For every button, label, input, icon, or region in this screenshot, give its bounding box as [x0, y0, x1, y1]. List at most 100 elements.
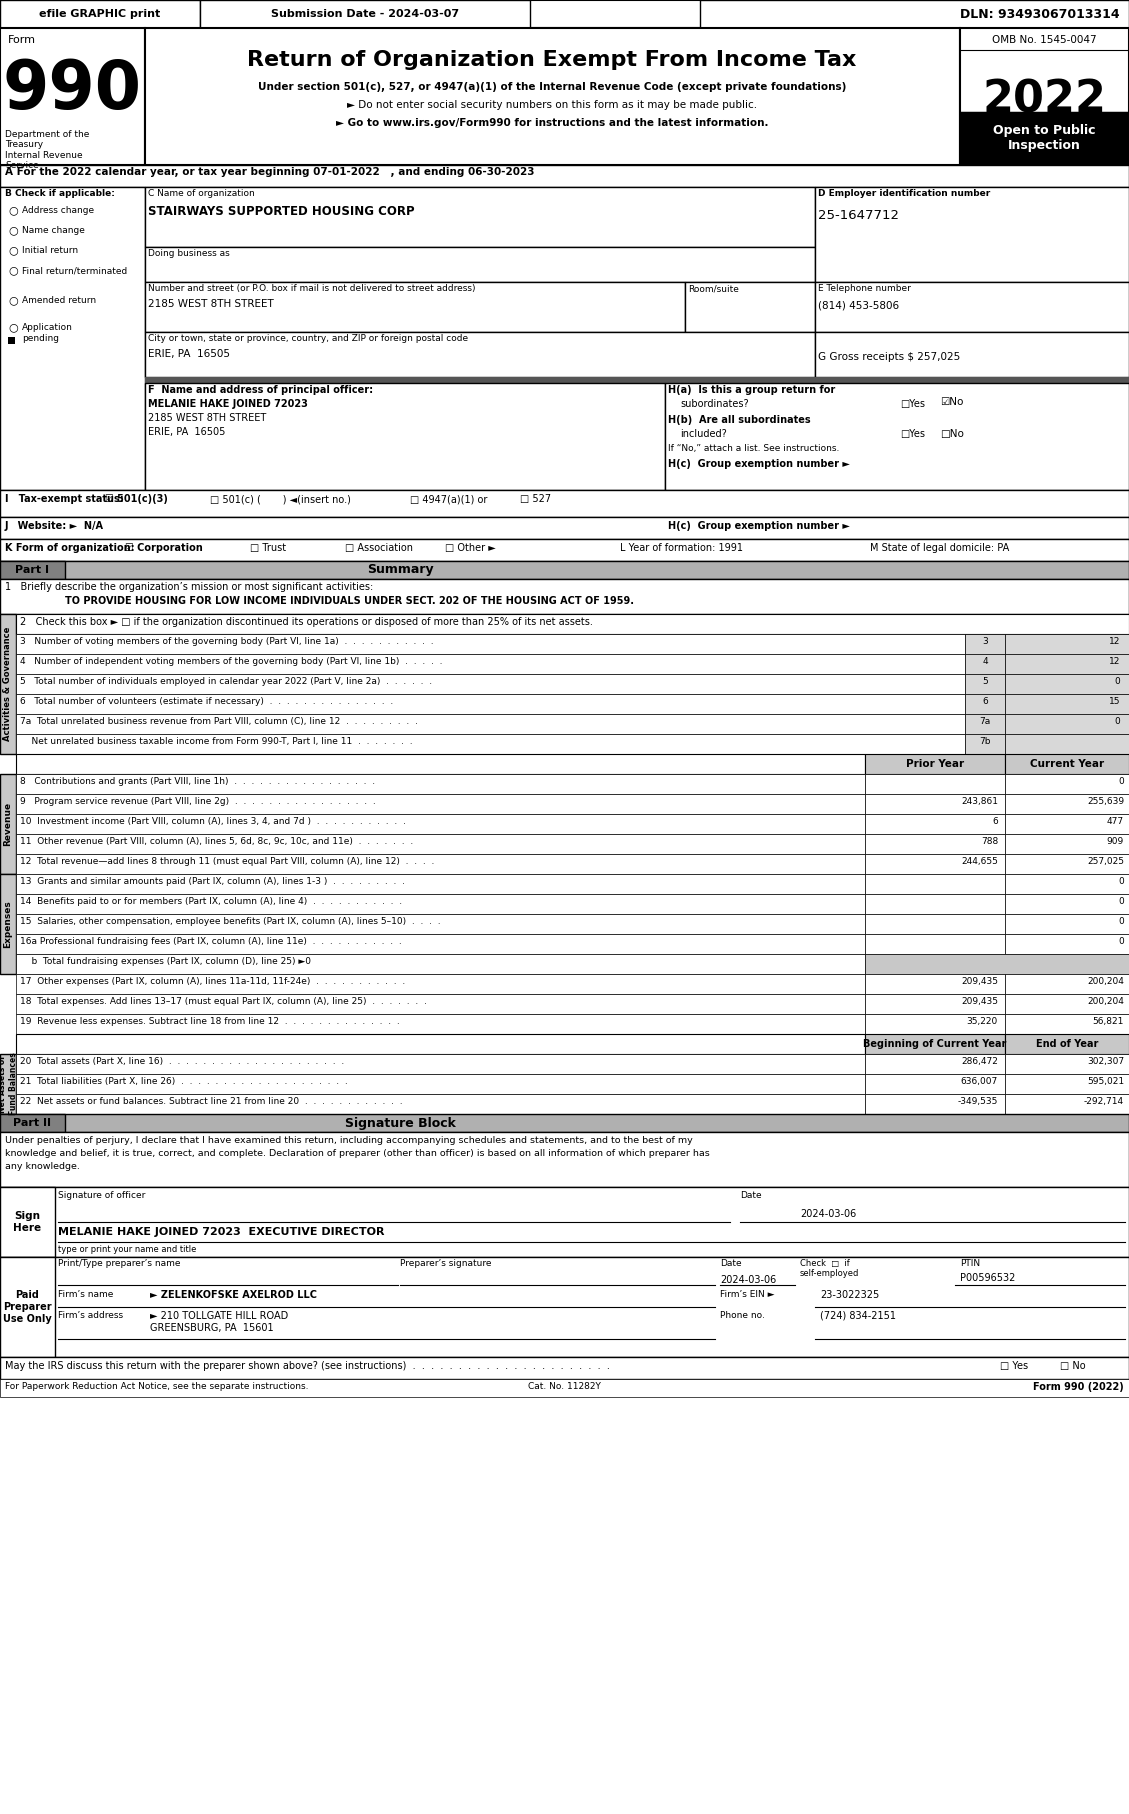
Text: ○: ○	[8, 205, 18, 216]
Text: Form 990 (2022): Form 990 (2022)	[1033, 1382, 1124, 1391]
Bar	[145, 27, 960, 165]
Text: For Paperwork Reduction Act Notice, see the separate instructions.: For Paperwork Reduction Act Notice, see …	[5, 1382, 308, 1391]
Bar	[0, 517, 1129, 539]
Text: 595,021: 595,021	[1087, 1078, 1124, 1087]
Text: ☑ 501(c)(3): ☑ 501(c)(3)	[105, 493, 168, 504]
Bar	[1005, 1094, 1129, 1114]
Bar	[865, 974, 1005, 994]
Bar	[16, 1054, 865, 1074]
Text: C Name of organization: C Name of organization	[148, 189, 255, 198]
Text: 909: 909	[1106, 836, 1124, 845]
Text: H(c)  Group exemption number ►: H(c) Group exemption number ►	[668, 521, 850, 532]
Text: End of Year: End of Year	[1035, 1039, 1099, 1048]
Text: Submission Date - 2024-03-07: Submission Date - 2024-03-07	[271, 9, 460, 18]
Text: P00596532: P00596532	[960, 1273, 1015, 1282]
Bar	[0, 0, 1129, 27]
Text: 209,435: 209,435	[961, 978, 998, 987]
Bar	[965, 695, 1005, 715]
Text: DLN: 93493067013314: DLN: 93493067013314	[961, 7, 1120, 20]
Bar	[965, 735, 1005, 755]
Bar	[145, 187, 815, 247]
Text: pending: pending	[21, 334, 59, 343]
Bar	[865, 1094, 1005, 1114]
Text: Expenses: Expenses	[3, 900, 12, 949]
Bar	[0, 165, 1129, 187]
Bar	[16, 1074, 865, 1094]
Bar	[0, 1114, 65, 1132]
Bar	[16, 834, 865, 854]
Text: 18  Total expenses. Add lines 13–17 (must equal Part IX, column (A), line 25)  .: 18 Total expenses. Add lines 13–17 (must…	[20, 998, 427, 1007]
Bar	[960, 27, 1129, 165]
Bar	[865, 755, 1005, 775]
Text: ► 210 TOLLGATE HILL ROAD: ► 210 TOLLGATE HILL ROAD	[150, 1312, 288, 1321]
Bar	[0, 1257, 55, 1357]
Text: Current Year: Current Year	[1030, 758, 1104, 769]
Text: 2185 WEST 8TH STREET: 2185 WEST 8TH STREET	[148, 299, 273, 308]
Bar	[0, 0, 200, 27]
Text: D Employer identification number: D Employer identification number	[819, 189, 990, 198]
Bar	[0, 1257, 1129, 1357]
Text: ► Do not enter social security numbers on this form as it may be made public.: ► Do not enter social security numbers o…	[347, 100, 758, 111]
Text: ○: ○	[8, 323, 18, 332]
Text: -349,535: -349,535	[957, 1097, 998, 1107]
Bar	[200, 0, 530, 27]
Text: Date: Date	[720, 1259, 742, 1268]
Bar	[0, 1357, 1129, 1379]
Bar	[1005, 755, 1129, 775]
Text: ► Go to www.irs.gov/Form990 for instructions and the latest information.: ► Go to www.irs.gov/Form990 for instruct…	[335, 118, 768, 129]
Text: □ Trust: □ Trust	[250, 542, 286, 553]
Text: 2024-03-06: 2024-03-06	[720, 1275, 777, 1284]
Text: ○: ○	[8, 265, 18, 276]
Bar	[815, 281, 1129, 332]
Bar	[0, 539, 1129, 561]
Bar	[0, 1186, 1129, 1257]
Text: Address change: Address change	[21, 207, 94, 216]
Text: STAIRWAYS SUPPORTED HOUSING CORP: STAIRWAYS SUPPORTED HOUSING CORP	[148, 205, 414, 218]
Text: Prior Year: Prior Year	[905, 758, 964, 769]
Text: Under section 501(c), 527, or 4947(a)(1) of the Internal Revenue Code (except pr: Under section 501(c), 527, or 4947(a)(1)…	[257, 82, 847, 93]
Bar	[16, 854, 865, 874]
Text: (724) 834-2151: (724) 834-2151	[820, 1312, 896, 1321]
Text: 2185 WEST 8TH STREET: 2185 WEST 8TH STREET	[148, 414, 266, 423]
Text: □No: □No	[940, 428, 964, 439]
Text: J   Website: ►  N/A: J Website: ► N/A	[5, 521, 104, 532]
Bar	[145, 332, 815, 377]
Bar	[16, 974, 865, 994]
Text: 19  Revenue less expenses. Subtract line 18 from line 12  .  .  .  .  .  .  .  .: 19 Revenue less expenses. Subtract line …	[20, 1018, 400, 1027]
Text: Room/suite: Room/suite	[688, 285, 738, 294]
Text: 257,025: 257,025	[1087, 856, 1124, 865]
Bar	[0, 874, 16, 974]
Text: 3   Number of voting members of the governing body (Part VI, line 1a)  .  .  .  : 3 Number of voting members of the govern…	[20, 637, 434, 646]
Text: Application: Application	[21, 323, 73, 332]
Bar	[1005, 854, 1129, 874]
Bar	[815, 332, 1129, 377]
Text: I   Tax-exempt status:: I Tax-exempt status:	[5, 493, 124, 504]
Bar	[965, 715, 1005, 735]
Text: Firm’s name: Firm’s name	[58, 1290, 113, 1299]
Text: 17  Other expenses (Part IX, column (A), lines 11a-11d, 11f-24e)  .  .  .  .  . : 17 Other expenses (Part IX, column (A), …	[20, 978, 405, 987]
Text: 15  Salaries, other compensation, employee benefits (Part IX, column (A), lines : 15 Salaries, other compensation, employe…	[20, 918, 440, 925]
Bar	[16, 635, 965, 655]
Text: included?: included?	[680, 428, 727, 439]
Text: OMB No. 1545-0047: OMB No. 1545-0047	[991, 34, 1096, 45]
Text: 286,472: 286,472	[961, 1058, 998, 1067]
Bar	[145, 377, 1129, 383]
Bar	[16, 613, 1129, 635]
Text: Final return/terminated: Final return/terminated	[21, 267, 128, 276]
Text: □ Other ►: □ Other ►	[445, 542, 496, 553]
Text: ERIE, PA  16505: ERIE, PA 16505	[148, 426, 226, 437]
Text: L Year of formation: 1991: L Year of formation: 1991	[620, 542, 743, 553]
Bar	[665, 383, 1129, 490]
Bar	[145, 281, 685, 332]
Bar	[16, 1014, 865, 1034]
Text: Firm’s EIN ►: Firm’s EIN ►	[720, 1290, 774, 1299]
Bar	[865, 1074, 1005, 1094]
Bar	[16, 1034, 865, 1054]
Text: Cat. No. 11282Y: Cat. No. 11282Y	[527, 1382, 601, 1391]
Bar	[865, 795, 1005, 814]
Text: 0: 0	[1118, 876, 1124, 885]
Text: ☑No: ☑No	[940, 397, 963, 406]
Text: □ Association: □ Association	[345, 542, 413, 553]
Bar	[0, 1054, 16, 1114]
Bar	[1005, 735, 1129, 755]
